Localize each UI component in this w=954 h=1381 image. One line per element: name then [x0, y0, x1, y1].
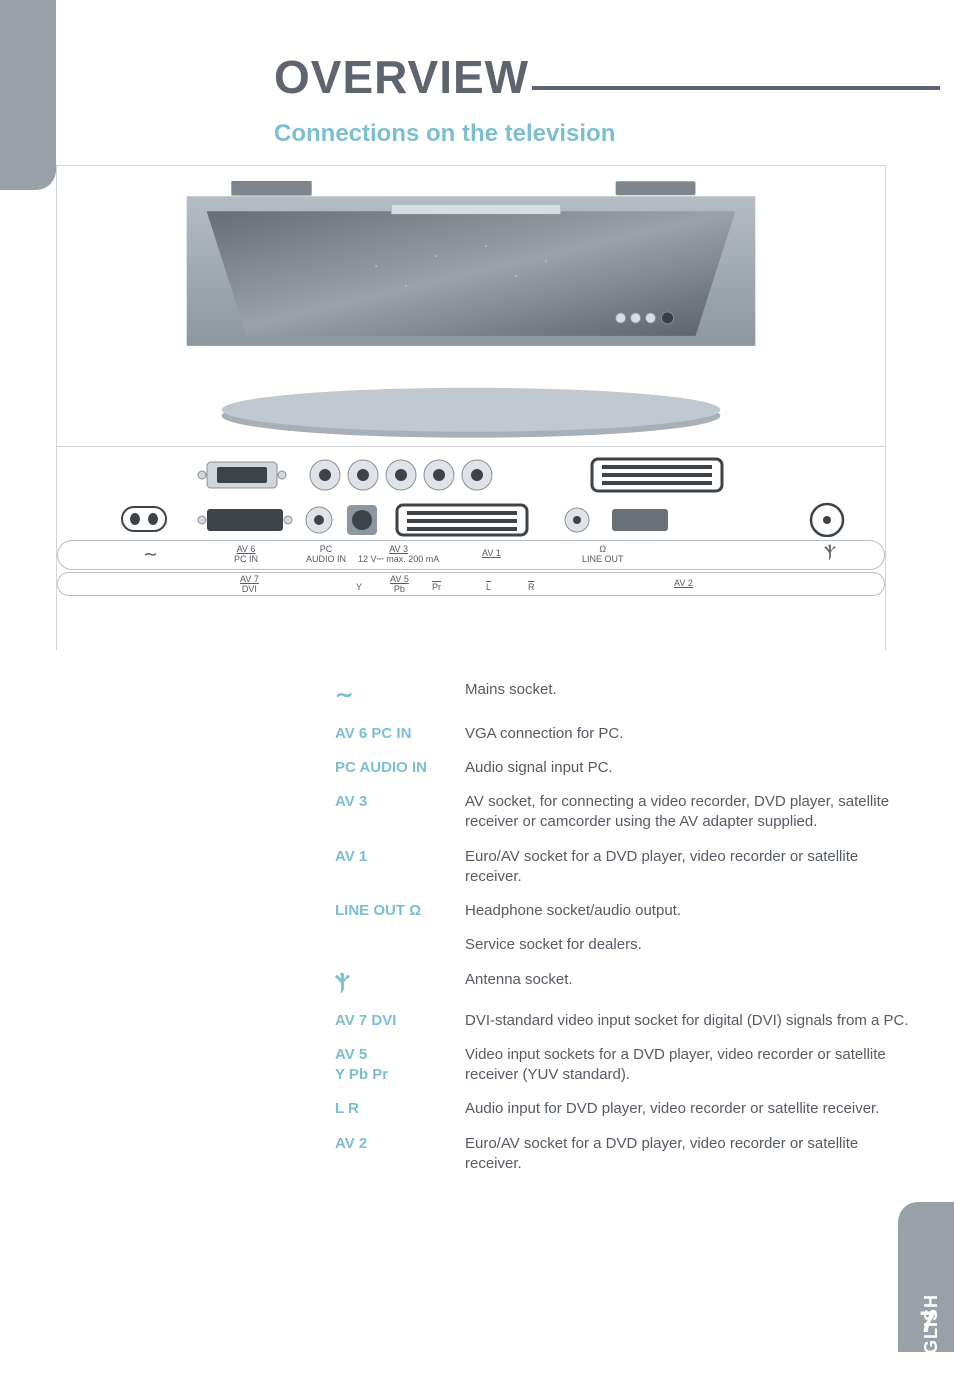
- lab-r: R: [528, 583, 535, 593]
- definition-row: AV 5 Y Pb PrVideo input sockets for a DV…: [335, 1045, 915, 1086]
- definition-row: ⲮAntenna socket.: [335, 970, 915, 997]
- connector-panel: ∼ AV 6PC IN PCAUDIO IN AV 312 V⎓ max. 20…: [57, 446, 885, 651]
- page-subtitle: Connections on the television: [274, 120, 615, 148]
- definition-row: AV 2Euro/AV socket for a DVD player, vid…: [335, 1134, 915, 1175]
- tv-illustration-frame: ∼ AV 6PC IN PCAUDIO IN AV 312 V⎓ max. 20…: [56, 165, 886, 650]
- lab-pr: Pr: [432, 583, 441, 593]
- definition-description: Service socket for dealers.: [465, 935, 915, 955]
- ant-glyph: Ⲯ: [824, 544, 836, 562]
- connector-label-row-1: ∼ AV 6PC IN PCAUDIO IN AV 312 V⎓ max. 20…: [57, 540, 885, 570]
- definition-term: AV 2: [335, 1134, 465, 1154]
- definition-description: Video input sockets for a DVD player, vi…: [465, 1045, 915, 1086]
- definition-description: AV socket, for connecting a video record…: [465, 792, 915, 833]
- sine-glyph: ∼: [143, 545, 158, 565]
- definition-row: LINE OUT ΩHeadphone socket/audio output.: [335, 901, 915, 921]
- definition-term: PC AUDIO IN: [335, 758, 465, 778]
- definition-term: AV 5 Y Pb Pr: [335, 1045, 465, 1086]
- definition-description: DVI-standard video input socket for digi…: [465, 1011, 915, 1031]
- connector-top-row: [57, 446, 885, 536]
- connector-label-row-2: AV 7DVI Y AV 5Pb Pr L R AV 2: [57, 572, 885, 596]
- page-number: 7: [919, 1306, 936, 1340]
- definitions-list: ∼Mains socket. AV 6 PC INVGA connection f…: [335, 680, 915, 1188]
- lab-av3: AV 312 V⎓ max. 200 mA: [358, 545, 439, 565]
- definition-row: L RAudio input for DVD player, video rec…: [335, 1099, 915, 1119]
- definition-row: AV 7 DVIDVI-standard video input socket …: [335, 1011, 915, 1031]
- lab-av5: AV 5Pb: [390, 575, 409, 595]
- definition-description: Euro/AV socket for a DVD player, video r…: [465, 847, 915, 888]
- lab-av6: AV 6PC IN: [234, 545, 258, 565]
- definition-term: L R: [335, 1099, 465, 1119]
- definition-row: ∼Mains socket.: [335, 680, 915, 710]
- lab-l: L: [486, 583, 491, 593]
- definition-description: Audio input for DVD player, video record…: [465, 1099, 915, 1119]
- definition-row: AV 6 PC INVGA connection for PC.: [335, 724, 915, 744]
- definition-description: VGA connection for PC.: [465, 724, 915, 744]
- lab-lineout: ΩLINE OUT: [582, 545, 624, 565]
- tv-3d-illustration: [57, 166, 885, 446]
- definition-term: AV 7 DVI: [335, 1011, 465, 1031]
- definition-term: ∼: [335, 680, 465, 710]
- definition-description: Antenna socket.: [465, 970, 915, 990]
- definition-description: Headphone socket/audio output.: [465, 901, 915, 921]
- definition-description: Mains socket.: [465, 680, 915, 700]
- left-tab: [0, 0, 56, 190]
- definition-term: AV 1: [335, 847, 465, 867]
- definition-term: LINE OUT Ω: [335, 901, 465, 921]
- definition-description: Audio signal input PC.: [465, 758, 915, 778]
- definition-row: Service socket for dealers.: [335, 935, 915, 955]
- lab-av1: AV 1: [482, 549, 501, 559]
- definition-term: AV 6 PC IN: [335, 724, 465, 744]
- definition-row: PC AUDIO INAudio signal input PC.: [335, 758, 915, 778]
- definition-description: Euro/AV socket for a DVD player, video r…: [465, 1134, 915, 1175]
- lab-pc: PCAUDIO IN: [306, 545, 346, 565]
- lab-y: Y: [356, 583, 362, 593]
- definition-term: Ⲯ: [335, 970, 465, 997]
- page-title: OVERVIEW: [274, 50, 529, 104]
- title-rule: [532, 86, 940, 90]
- page: OVERVIEW Connections on the television: [0, 0, 954, 1352]
- lab-av7: AV 7DVI: [240, 575, 259, 595]
- definition-row: AV 3AV socket, for connecting a video re…: [335, 792, 915, 833]
- definition-row: AV 1Euro/AV socket for a DVD player, vid…: [335, 847, 915, 888]
- definition-term: AV 3: [335, 792, 465, 812]
- lab-av2: AV 2: [674, 579, 693, 589]
